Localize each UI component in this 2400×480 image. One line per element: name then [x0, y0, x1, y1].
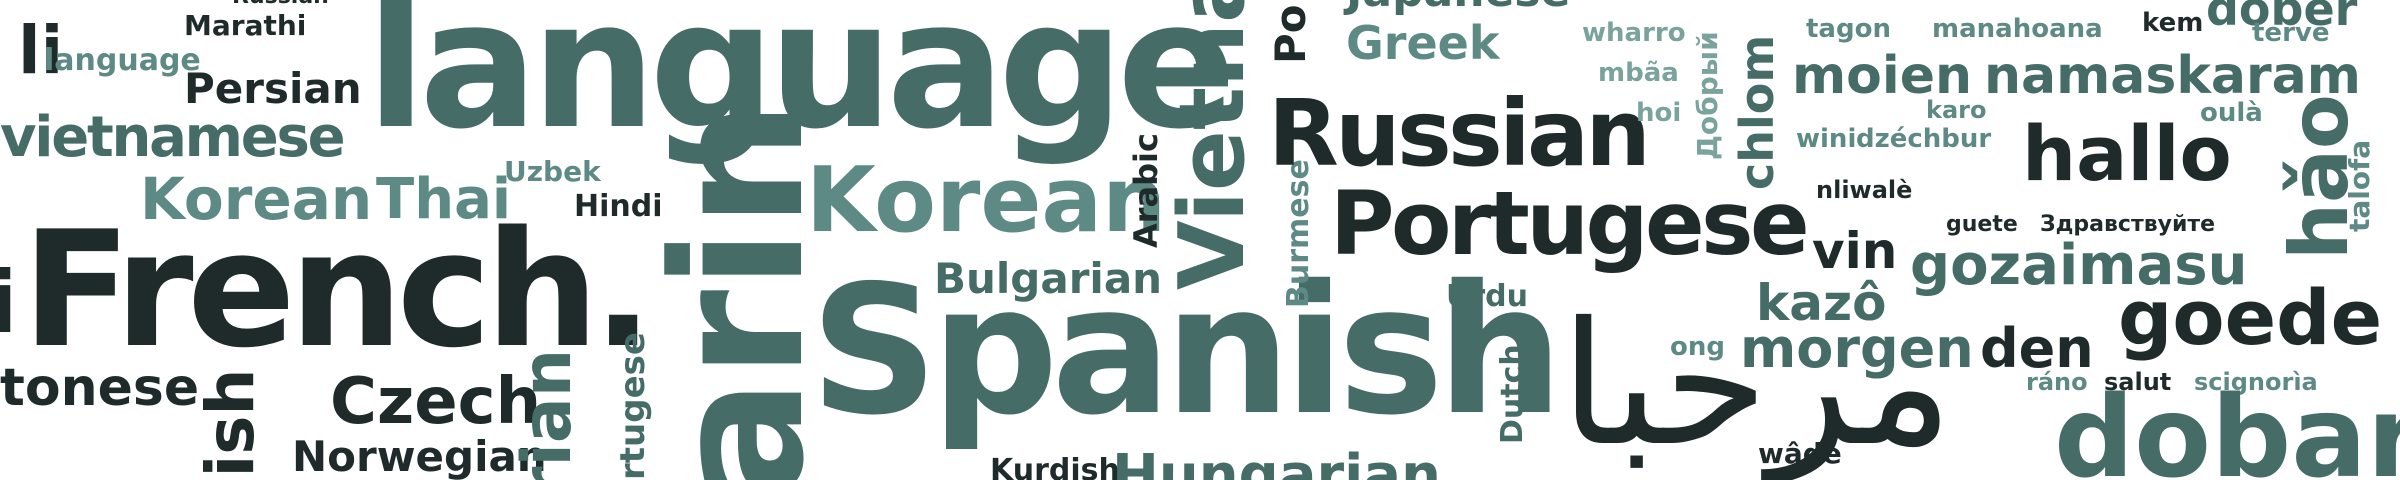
word-english-vertical: lish — [192, 368, 269, 480]
word-portugese-vertical: rtugese — [613, 332, 653, 480]
word-morgen: morgen — [1740, 317, 1974, 380]
word-russian-big: Russian — [1268, 80, 1651, 187]
word-korean-small: Korean — [140, 165, 373, 233]
word-vietnamese: vietnamese — [0, 105, 346, 170]
word-spanish: Spanish — [810, 247, 1563, 454]
word-mandarin-vertical-big: arin — [635, 99, 844, 480]
word-dobry-vertical: Добрый — [1691, 31, 1724, 160]
word-kazo: kazô — [1756, 274, 1887, 332]
word-korean-big: Korean — [806, 148, 1167, 253]
word-uzbek: Uzbek — [504, 155, 601, 188]
word-i-left: i — [0, 253, 18, 353]
word-tagon: tagon — [1806, 14, 1891, 44]
word-russian-top: Russian — [232, 0, 329, 8]
word-hoi: hoi — [1636, 98, 1682, 128]
word-marathi: Marathi — [184, 9, 307, 42]
word-kem: kem — [2142, 8, 2204, 38]
word-persian: Persian — [184, 64, 362, 113]
word-dobar: dobar — [2054, 373, 2400, 480]
word-terve: terve — [2252, 18, 2330, 48]
word-rano: ráno — [2026, 368, 2088, 396]
word-wharro: wharro — [1582, 18, 1686, 48]
word-salut: salut — [2104, 368, 2172, 396]
word-french: French. — [22, 196, 654, 383]
word-dutch-vertical: Dutch — [1495, 344, 1530, 444]
word-karo: karo — [1926, 96, 1987, 124]
word-oula: oulà — [2200, 98, 2263, 128]
word-cantonese: tonese — [0, 358, 200, 418]
word-wini: wini — [1796, 124, 1857, 154]
word-hindi: Hindi — [574, 189, 663, 224]
word-arabic-vertical: Arabic — [1127, 133, 1165, 248]
word-goede: goede — [2118, 273, 2383, 362]
word-namaskaram: namaskaram — [1984, 46, 2361, 106]
word-chlom-vertical: chlom — [1730, 34, 1784, 190]
word-italian-vertical: rian — [508, 348, 587, 480]
word-japanese: Japanese — [1346, 0, 1570, 14]
word-marhaba-arabic: مرحبا — [1560, 286, 1954, 480]
word-gozaimasu: gozaimasu — [1910, 233, 2248, 298]
word-po-vertical: Po — [1266, 4, 1315, 64]
word-hallo: hallo — [2022, 109, 2232, 198]
word-nliwale: nliwalè — [1816, 176, 1913, 204]
word-urdu: Urdu — [1446, 279, 1528, 314]
word-czech: Czech — [330, 365, 542, 439]
word-vin: vin — [1812, 222, 1898, 280]
word-guete: guete — [1946, 212, 2018, 237]
word-zdravstvuyte: Здравствуйте — [2040, 212, 2216, 237]
word-talofa-vertical: talofa — [2343, 139, 2376, 232]
word-scignoria: scignorìa — [2194, 368, 2318, 396]
word-hungarian: Hungarian — [1112, 443, 1441, 480]
word-ong: ong — [1670, 332, 1725, 362]
word-mbaa: mbãa — [1598, 58, 1679, 88]
word-norwegian: Norwegian — [292, 432, 547, 480]
word-li: li — [18, 12, 64, 89]
word-den: den — [1980, 317, 2094, 380]
word-vietnam-vertical: Vietna — [1160, 0, 1265, 290]
word-greek: Greek — [1346, 16, 1500, 70]
word-language-big: language — [366, 0, 1237, 168]
word-moien: moien — [1792, 46, 1973, 106]
word-dober: dober — [2206, 0, 2358, 36]
word-wade: wâde — [1758, 437, 1842, 470]
word-bulgarian: Bulgarian — [934, 254, 1163, 303]
word-manahoana: manahoana — [1932, 14, 2103, 44]
word-portugese-big: Portugese — [1330, 172, 1810, 275]
word-language-small: language — [44, 43, 201, 78]
word-thai: Thai — [376, 167, 512, 232]
word-dzechbur: dzéchbur — [1856, 124, 1992, 154]
word-kurdish: Kurdish — [990, 453, 1120, 480]
